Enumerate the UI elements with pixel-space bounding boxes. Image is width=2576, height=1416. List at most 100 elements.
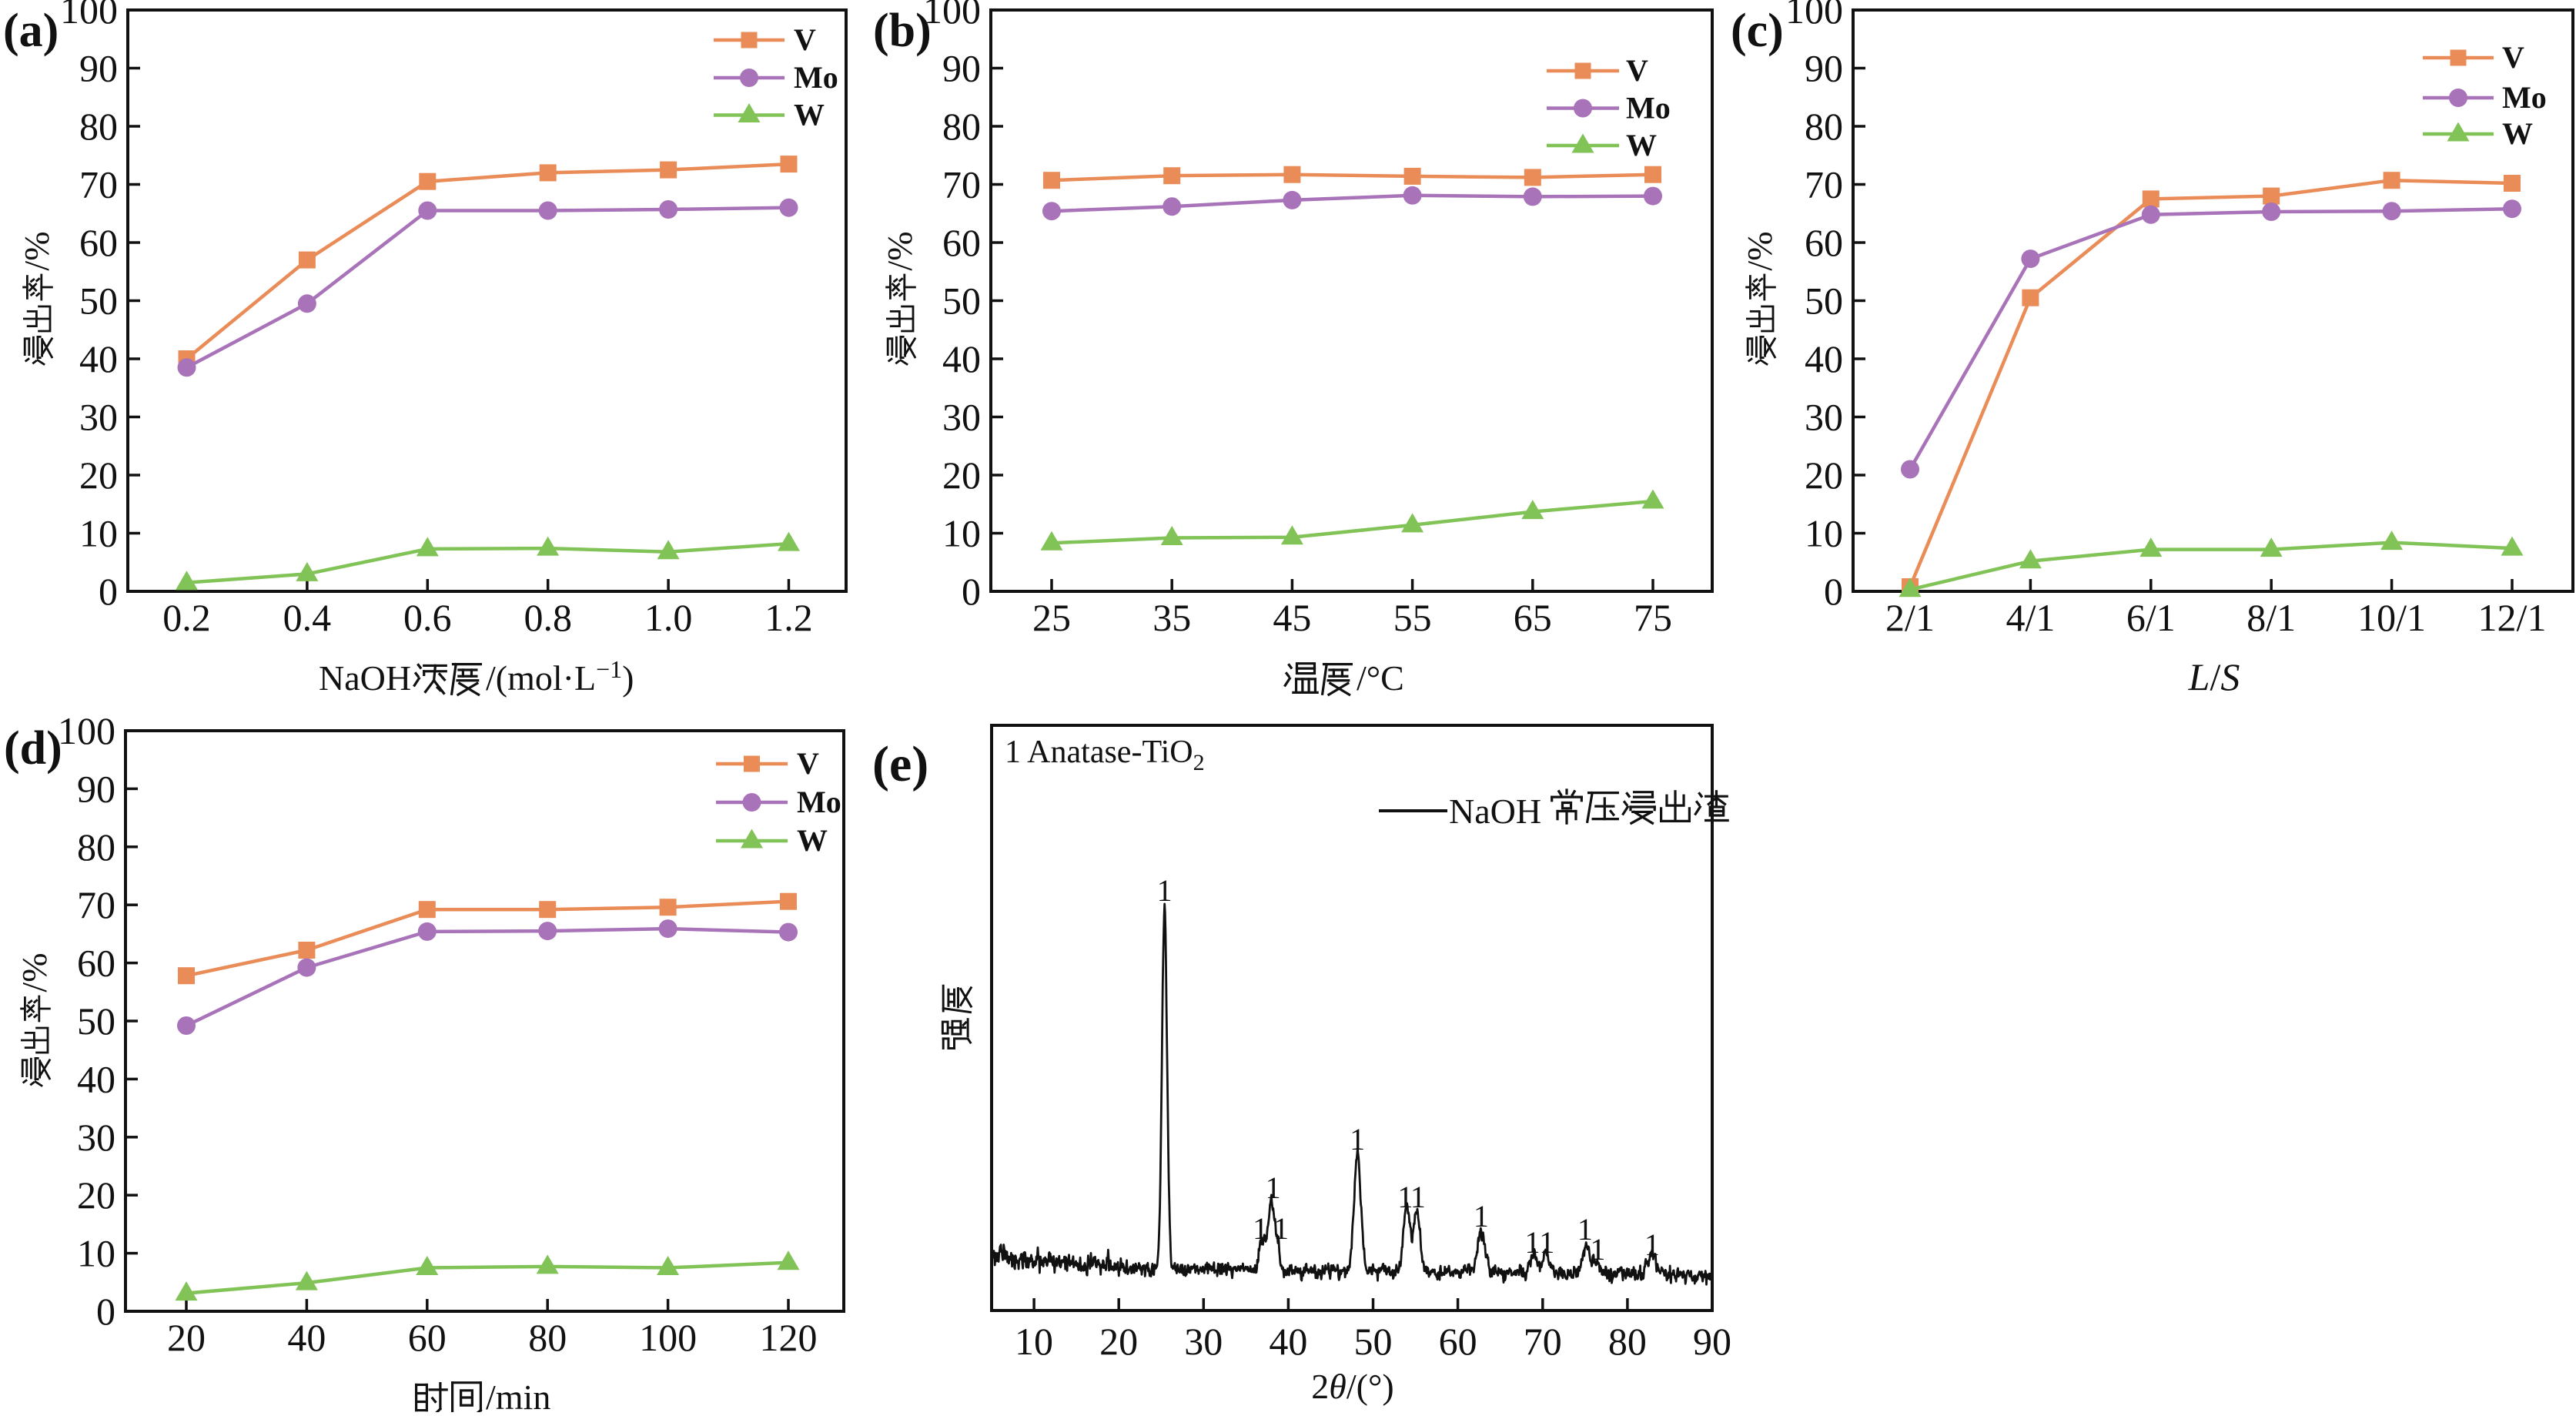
svg-text:/%: /% (1740, 231, 1779, 270)
svg-text:1: 1 (1397, 1180, 1413, 1214)
svg-text:0: 0 (99, 570, 118, 613)
svg-text:1: 1 (1577, 1212, 1593, 1247)
svg-text:NaOH: NaOH (1449, 792, 1541, 831)
svg-text:20: 20 (167, 1316, 206, 1359)
svg-text:V: V (797, 746, 819, 781)
svg-text:40: 40 (942, 337, 981, 380)
svg-text:80: 80 (528, 1316, 567, 1359)
svg-text:(a): (a) (3, 5, 59, 57)
svg-text:1 Anatase-TiO2: 1 Anatase-TiO2 (1005, 735, 1205, 775)
svg-text:25: 25 (1032, 596, 1071, 639)
svg-text:90: 90 (1693, 1320, 1731, 1363)
svg-text:80: 80 (1805, 105, 1843, 148)
svg-text:20: 20 (1099, 1320, 1138, 1363)
svg-text:100: 100 (60, 0, 118, 32)
svg-text:1: 1 (1273, 1211, 1289, 1246)
svg-text:20: 20 (79, 454, 118, 497)
svg-text:1: 1 (1590, 1232, 1605, 1267)
svg-text:70: 70 (1524, 1320, 1562, 1363)
svg-text:80: 80 (942, 105, 981, 148)
svg-text:70: 70 (79, 163, 118, 206)
svg-text:100: 100 (639, 1316, 697, 1359)
svg-text:0.4: 0.4 (283, 596, 332, 639)
svg-text:/%: /% (15, 952, 54, 992)
svg-text:NaOH: NaOH (319, 658, 411, 698)
svg-text:10: 10 (77, 1232, 115, 1275)
svg-text:0: 0 (962, 570, 981, 613)
svg-text:6/1: 6/1 (2126, 596, 2176, 639)
svg-text:1: 1 (1266, 1170, 1281, 1205)
svg-text:75: 75 (1634, 596, 1672, 639)
svg-text:1: 1 (1410, 1180, 1426, 1214)
svg-text:/min: /min (486, 1378, 550, 1412)
svg-text:1: 1 (1350, 1122, 1365, 1157)
svg-text:60: 60 (942, 221, 981, 264)
svg-text:10: 10 (1015, 1320, 1053, 1363)
svg-text:/%: /% (880, 231, 919, 270)
svg-text:60: 60 (77, 942, 115, 985)
svg-text:V: V (794, 22, 816, 57)
svg-text:120: 120 (760, 1316, 818, 1359)
svg-text:90: 90 (942, 47, 981, 90)
svg-text:/°C: /°C (1357, 658, 1404, 698)
svg-text:90: 90 (77, 767, 115, 810)
svg-text:(d): (d) (4, 722, 62, 775)
svg-text:Mo: Mo (1626, 91, 1671, 126)
svg-text:50: 50 (942, 280, 981, 323)
svg-text:60: 60 (1439, 1320, 1477, 1363)
svg-text:1: 1 (1253, 1211, 1268, 1246)
svg-text:60: 60 (1805, 221, 1843, 264)
svg-text:1: 1 (1644, 1227, 1660, 1262)
svg-text:L/S: L/S (2188, 655, 2240, 698)
svg-text:50: 50 (79, 280, 118, 323)
svg-text:(b): (b) (873, 5, 932, 57)
svg-text:20: 20 (942, 454, 981, 497)
svg-text:30: 30 (942, 396, 981, 439)
svg-text:(c): (c) (1731, 5, 1784, 57)
svg-text:V: V (1626, 53, 1648, 88)
svg-text:40: 40 (287, 1316, 326, 1359)
svg-text:80: 80 (1608, 1320, 1647, 1363)
svg-text:20: 20 (1805, 454, 1843, 497)
svg-text:Mo: Mo (2502, 80, 2547, 115)
svg-text:100: 100 (58, 709, 115, 752)
svg-text:W: W (2502, 116, 2533, 151)
svg-text:0: 0 (96, 1290, 115, 1333)
svg-text:10: 10 (1805, 512, 1843, 555)
svg-text:70: 70 (942, 163, 981, 206)
svg-text:2/1: 2/1 (1885, 596, 1935, 639)
svg-text:90: 90 (79, 47, 118, 90)
svg-text:1: 1 (1474, 1199, 1489, 1234)
svg-text:70: 70 (77, 883, 115, 926)
svg-text:(e): (e) (872, 736, 928, 792)
svg-text:30: 30 (1805, 396, 1843, 439)
svg-text:100: 100 (923, 0, 981, 32)
svg-text:1.0: 1.0 (644, 596, 693, 639)
svg-text:/%: /% (17, 231, 56, 270)
svg-text:35: 35 (1153, 596, 1191, 639)
svg-text:1: 1 (1157, 873, 1173, 908)
svg-text:70: 70 (1805, 163, 1843, 206)
svg-text:30: 30 (79, 396, 118, 439)
svg-text:0.8: 0.8 (524, 596, 572, 639)
svg-text:80: 80 (77, 825, 115, 869)
svg-text:2θ/(°): 2θ/(°) (1311, 1367, 1393, 1406)
svg-text:10: 10 (942, 512, 981, 555)
svg-text:60: 60 (79, 221, 118, 264)
svg-text:50: 50 (77, 999, 115, 1043)
svg-text:50: 50 (1354, 1320, 1393, 1363)
svg-text:100: 100 (1785, 0, 1843, 32)
svg-text:40: 40 (79, 337, 118, 380)
svg-text:50: 50 (1805, 280, 1843, 323)
svg-text:80: 80 (79, 105, 118, 148)
svg-text:Mo: Mo (794, 60, 838, 95)
svg-text:1: 1 (1525, 1225, 1541, 1260)
svg-text:0.2: 0.2 (162, 596, 211, 639)
svg-text:W: W (794, 98, 825, 132)
svg-text:W: W (797, 823, 828, 858)
svg-text:V: V (2502, 40, 2524, 75)
svg-text:4/1: 4/1 (2006, 596, 2055, 639)
svg-text:90: 90 (1805, 47, 1843, 90)
svg-text:60: 60 (408, 1316, 447, 1359)
svg-text:8/1: 8/1 (2246, 596, 2296, 639)
